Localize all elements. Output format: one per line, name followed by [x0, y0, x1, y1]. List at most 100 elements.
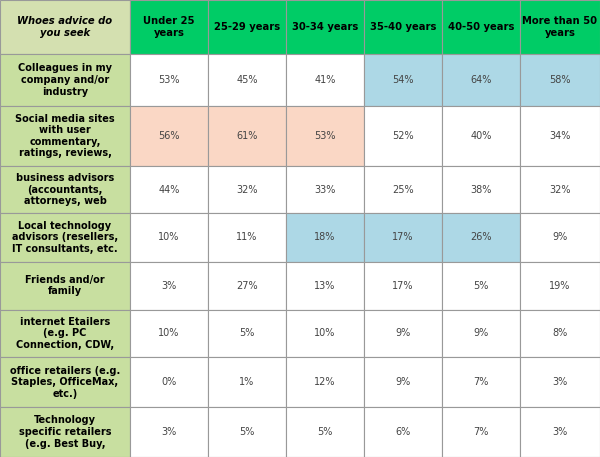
Bar: [286, 262, 364, 309]
Text: 33%: 33%: [314, 185, 335, 195]
Text: 27%: 27%: [236, 281, 258, 291]
Text: business advisors
(accountants,
attorneys, web: business advisors (accountants, attorney…: [16, 173, 114, 206]
Bar: [286, 357, 364, 407]
Bar: [442, 407, 520, 457]
Bar: [208, 106, 286, 166]
Bar: [130, 262, 208, 309]
Bar: [520, 0, 600, 54]
Bar: [364, 262, 442, 309]
Text: 54%: 54%: [392, 75, 414, 85]
Bar: [286, 166, 364, 213]
Text: Friends and/or
family: Friends and/or family: [25, 275, 105, 297]
Text: Social media sites
with user
commentary,
ratings, reviews,: Social media sites with user commentary,…: [15, 114, 115, 159]
Bar: [130, 213, 208, 262]
Text: 9%: 9%: [553, 232, 568, 242]
Bar: [442, 357, 520, 407]
Bar: [520, 213, 600, 262]
Text: 32%: 32%: [236, 185, 258, 195]
Text: 17%: 17%: [392, 281, 414, 291]
Text: 41%: 41%: [314, 75, 335, 85]
Bar: [208, 54, 286, 106]
Text: 18%: 18%: [314, 232, 335, 242]
Text: More than 50
years: More than 50 years: [523, 16, 598, 38]
Text: 13%: 13%: [314, 281, 335, 291]
Bar: [208, 309, 286, 357]
Text: 64%: 64%: [470, 75, 491, 85]
Bar: [130, 166, 208, 213]
Text: 10%: 10%: [158, 329, 179, 338]
Text: Local technology
advisors (resellers,
IT consultants, etc.: Local technology advisors (resellers, IT…: [12, 221, 118, 254]
Text: 3%: 3%: [553, 427, 568, 437]
Bar: [520, 407, 600, 457]
Text: 3%: 3%: [161, 427, 176, 437]
Bar: [364, 357, 442, 407]
Text: Whoes advice do
you seek: Whoes advice do you seek: [17, 16, 113, 38]
Text: 53%: 53%: [158, 75, 180, 85]
Bar: [442, 166, 520, 213]
Text: 40-50 years: 40-50 years: [448, 22, 514, 32]
Text: 52%: 52%: [392, 131, 414, 141]
Bar: [364, 213, 442, 262]
Bar: [130, 407, 208, 457]
Text: 7%: 7%: [473, 377, 488, 387]
Bar: [208, 357, 286, 407]
Bar: [0, 407, 130, 457]
Bar: [364, 166, 442, 213]
Bar: [442, 106, 520, 166]
Bar: [208, 262, 286, 309]
Text: 7%: 7%: [473, 427, 488, 437]
Bar: [286, 106, 364, 166]
Text: Colleagues in my
company and/or
industry: Colleagues in my company and/or industry: [18, 64, 112, 96]
Bar: [208, 0, 286, 54]
Bar: [208, 213, 286, 262]
Bar: [130, 106, 208, 166]
Bar: [364, 106, 442, 166]
Bar: [130, 0, 208, 54]
Bar: [0, 262, 130, 309]
Text: 53%: 53%: [314, 131, 336, 141]
Bar: [442, 309, 520, 357]
Text: 25%: 25%: [392, 185, 414, 195]
Bar: [208, 407, 286, 457]
Text: 26%: 26%: [470, 232, 492, 242]
Text: 0%: 0%: [161, 377, 176, 387]
Bar: [286, 309, 364, 357]
Text: 34%: 34%: [550, 131, 571, 141]
Bar: [364, 54, 442, 106]
Text: 9%: 9%: [473, 329, 488, 338]
Bar: [0, 166, 130, 213]
Bar: [442, 213, 520, 262]
Text: 32%: 32%: [549, 185, 571, 195]
Bar: [520, 357, 600, 407]
Text: 3%: 3%: [553, 377, 568, 387]
Bar: [130, 54, 208, 106]
Bar: [286, 407, 364, 457]
Bar: [0, 106, 130, 166]
Bar: [0, 0, 130, 54]
Text: 25-29 years: 25-29 years: [214, 22, 280, 32]
Text: 6%: 6%: [395, 427, 410, 437]
Text: 17%: 17%: [392, 232, 414, 242]
Text: 45%: 45%: [236, 75, 258, 85]
Bar: [520, 166, 600, 213]
Text: 58%: 58%: [549, 75, 571, 85]
Bar: [130, 357, 208, 407]
Text: 35-40 years: 35-40 years: [370, 22, 436, 32]
Text: office retailers (e.g.
Staples, OfficeMax,
etc.): office retailers (e.g. Staples, OfficeMa…: [10, 366, 120, 399]
Bar: [286, 0, 364, 54]
Text: 30-34 years: 30-34 years: [292, 22, 358, 32]
Text: 3%: 3%: [161, 281, 176, 291]
Text: 11%: 11%: [236, 232, 257, 242]
Text: 10%: 10%: [314, 329, 335, 338]
Bar: [442, 54, 520, 106]
Text: 12%: 12%: [314, 377, 336, 387]
Text: 19%: 19%: [550, 281, 571, 291]
Bar: [0, 357, 130, 407]
Text: 5%: 5%: [239, 329, 254, 338]
Text: 8%: 8%: [553, 329, 568, 338]
Bar: [364, 0, 442, 54]
Bar: [442, 0, 520, 54]
Bar: [520, 106, 600, 166]
Text: 9%: 9%: [395, 329, 410, 338]
Text: 61%: 61%: [236, 131, 257, 141]
